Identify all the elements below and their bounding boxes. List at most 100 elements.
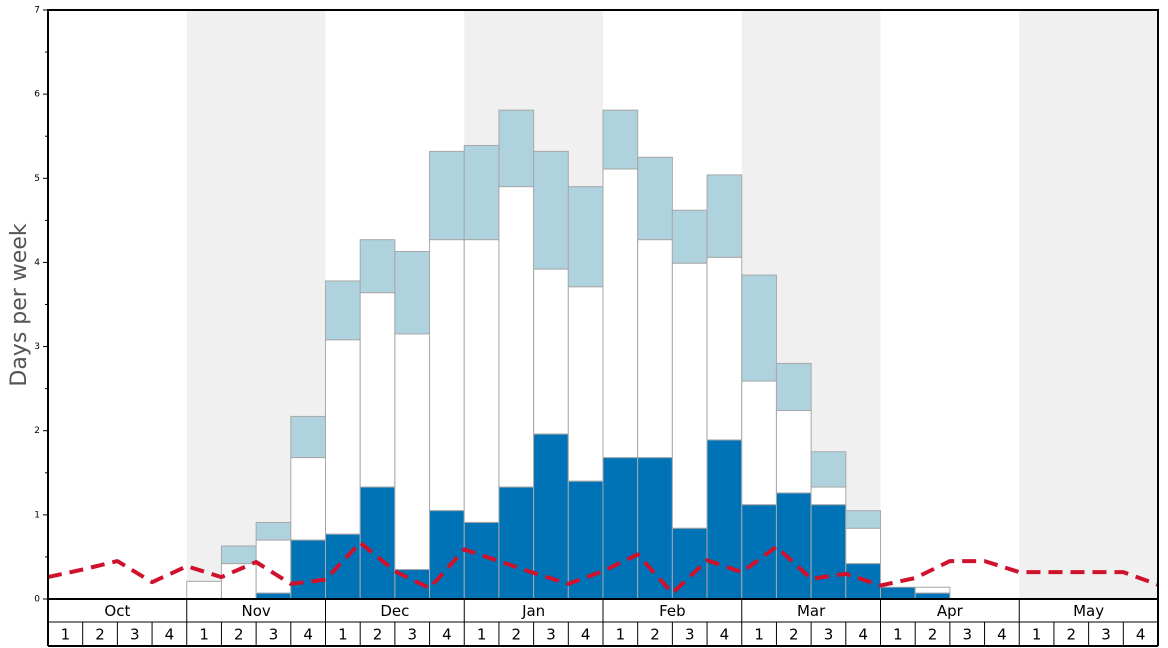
week-label: 1 xyxy=(616,626,626,644)
week-label: 3 xyxy=(824,626,834,644)
bar-white-week-23 xyxy=(810,486,847,506)
week-label: 2 xyxy=(928,626,938,644)
bar-light-week-17 xyxy=(602,109,639,170)
y-tick-label: 6 xyxy=(34,90,40,100)
month-label-dec: Dec xyxy=(380,602,409,620)
bar-white-week-8 xyxy=(290,457,326,541)
week-label: 3 xyxy=(685,626,695,644)
month-label-mar: Mar xyxy=(797,602,826,620)
bar-light-week-20 xyxy=(706,174,743,258)
y-tick-label: 1 xyxy=(34,510,40,520)
bar-light-week-11 xyxy=(394,250,431,335)
week-label: 1 xyxy=(61,626,71,644)
week-label: 4 xyxy=(997,626,1007,644)
bar-dark-week-10 xyxy=(359,486,396,600)
bar-dark-week-12 xyxy=(429,510,465,600)
bar-white-week-20 xyxy=(706,256,743,441)
bar-light-week-21 xyxy=(741,274,777,382)
bar-light-week-14 xyxy=(498,109,535,188)
bar-white-week-11 xyxy=(394,333,431,571)
bar-white-week-14 xyxy=(498,186,535,488)
y-axis-ticks: 0 1 2 3 4 5 6 7 xyxy=(34,6,48,605)
bar-dark-week-22 xyxy=(775,492,812,600)
bar-white-week-12 xyxy=(429,239,465,512)
bar-light-week-22 xyxy=(775,362,812,412)
week-label: 4 xyxy=(720,626,730,644)
week-label: 4 xyxy=(1136,626,1146,644)
week-label: 3 xyxy=(269,626,279,644)
week-label: 1 xyxy=(893,626,903,644)
weekly-bars xyxy=(186,109,951,600)
x-axis-table: Oct 1 2 3 4 Nov 1 2 3 4 Dec 1 2 3 4 Jan 1 2 3 4 Feb 1 2 3 4 Mar 1 2… xyxy=(47,599,1159,647)
week-label: 3 xyxy=(130,626,140,644)
week-label: 2 xyxy=(512,626,522,644)
bar-light-week-7 xyxy=(255,521,292,541)
week-label: 3 xyxy=(546,626,556,644)
y-tick-label: 0 xyxy=(34,595,40,605)
week-label: 2 xyxy=(1067,626,1077,644)
y-tick-label: 4 xyxy=(34,258,40,268)
y-tick-label: 5 xyxy=(34,174,40,184)
bar-light-week-8 xyxy=(290,415,326,459)
month-label-nov: Nov xyxy=(241,602,270,620)
week-label: 4 xyxy=(858,626,868,644)
bar-dark-week-23 xyxy=(810,504,847,600)
bar-white-week-26 xyxy=(914,586,951,594)
bar-dark-week-15 xyxy=(533,433,569,600)
bar-white-week-16 xyxy=(567,286,604,482)
bar-light-week-6 xyxy=(220,545,257,565)
bar-white-week-18 xyxy=(637,239,673,459)
bar-white-week-21 xyxy=(741,380,777,506)
bar-white-week-19 xyxy=(671,262,708,529)
y-tick-label: 3 xyxy=(34,342,40,352)
bar-dark-week-8 xyxy=(290,539,326,600)
y-axis-label: Days per week xyxy=(7,223,32,386)
bar-dark-week-9 xyxy=(325,533,361,600)
bar-light-week-12 xyxy=(429,150,465,241)
week-label: 4 xyxy=(581,626,591,644)
week-label: 2 xyxy=(789,626,799,644)
week-label: 2 xyxy=(95,626,105,644)
week-label: 4 xyxy=(303,626,313,644)
week-label: 2 xyxy=(373,626,383,644)
bar-white-week-22 xyxy=(775,410,812,494)
week-label: 1 xyxy=(754,626,764,644)
week-label: 2 xyxy=(650,626,660,644)
week-label: 1 xyxy=(338,626,348,644)
week-label: 1 xyxy=(199,626,209,644)
average-line xyxy=(47,540,1159,596)
week-label: 3 xyxy=(1101,626,1111,644)
month-label-apr: Apr xyxy=(937,602,964,620)
bar-dark-week-18 xyxy=(637,457,673,600)
month-label-may: May xyxy=(1073,602,1104,620)
week-label: 1 xyxy=(477,626,487,644)
y-tick-label: 7 xyxy=(34,6,40,16)
bar-white-week-5 xyxy=(186,580,222,600)
bar-white-week-9 xyxy=(325,339,361,535)
month-shade-may xyxy=(1019,10,1158,599)
bar-white-week-15 xyxy=(533,268,569,435)
week-label: 3 xyxy=(407,626,417,644)
week-label: 1 xyxy=(1032,626,1042,644)
bar-light-week-15 xyxy=(533,150,569,270)
bar-light-week-23 xyxy=(810,451,847,488)
week-label: 2 xyxy=(234,626,244,644)
bar-white-week-24 xyxy=(845,527,881,565)
bar-light-week-18 xyxy=(637,156,673,241)
bar-white-week-17 xyxy=(602,168,639,459)
average-dashed-line xyxy=(47,540,1159,596)
bar-light-week-16 xyxy=(567,186,604,288)
bar-light-week-24 xyxy=(845,510,881,529)
month-label-jan: Jan xyxy=(521,602,545,620)
month-label-feb: Feb xyxy=(659,602,686,620)
bar-dark-week-20 xyxy=(706,439,743,600)
bar-white-week-13 xyxy=(463,239,500,523)
bar-dark-week-16 xyxy=(567,480,604,600)
y-tick-label: 2 xyxy=(34,426,40,436)
bar-white-week-10 xyxy=(359,292,396,488)
bar-dark-week-17 xyxy=(602,457,639,600)
week-label: 3 xyxy=(962,626,972,644)
bar-dark-week-14 xyxy=(498,486,535,600)
bar-light-week-19 xyxy=(671,209,708,264)
